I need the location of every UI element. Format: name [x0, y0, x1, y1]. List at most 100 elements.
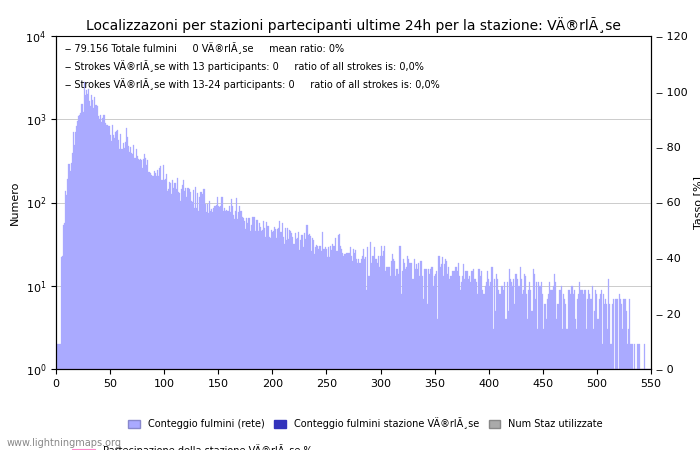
Bar: [124, 148, 125, 450]
Bar: [632, 344, 633, 450]
Bar: [499, 294, 500, 450]
Bar: [355, 250, 356, 450]
Bar: [374, 259, 376, 450]
Bar: [448, 266, 449, 450]
Bar: [628, 329, 629, 450]
Bar: [604, 304, 605, 450]
Bar: [304, 233, 305, 450]
Legend: Partecipazione della stazione VÄ®rlÃ¸se %: Partecipazione della stazione VÄ®rlÃ¸se …: [74, 444, 312, 450]
Bar: [59, 344, 60, 450]
Bar: [152, 176, 153, 450]
Bar: [475, 279, 476, 450]
Bar: [515, 274, 517, 450]
Bar: [291, 233, 293, 450]
Bar: [153, 176, 154, 450]
Bar: [133, 145, 134, 450]
Bar: [323, 248, 325, 450]
Bar: [269, 237, 270, 450]
Bar: [305, 239, 307, 450]
Bar: [557, 304, 559, 450]
Bar: [113, 135, 114, 450]
Bar: [353, 248, 354, 450]
Bar: [258, 230, 259, 450]
Bar: [311, 251, 312, 450]
Bar: [211, 209, 212, 450]
Bar: [384, 246, 386, 450]
Bar: [570, 294, 571, 450]
Bar: [75, 132, 76, 450]
Bar: [606, 304, 607, 450]
Bar: [500, 294, 501, 450]
Bar: [510, 279, 511, 450]
Bar: [614, 369, 615, 450]
Bar: [67, 179, 69, 450]
Bar: [105, 123, 106, 450]
Bar: [642, 369, 643, 450]
Bar: [170, 183, 172, 450]
Bar: [156, 176, 157, 450]
Bar: [89, 101, 90, 450]
Bar: [118, 140, 119, 450]
Bar: [593, 329, 594, 450]
Bar: [274, 227, 275, 450]
Bar: [318, 248, 319, 450]
Bar: [351, 256, 352, 450]
Bar: [601, 289, 602, 450]
Bar: [552, 289, 553, 450]
Bar: [445, 259, 446, 450]
Bar: [178, 194, 180, 450]
Bar: [620, 299, 622, 450]
Bar: [69, 171, 71, 450]
Bar: [618, 369, 619, 450]
Bar: [446, 261, 447, 450]
Bar: [198, 212, 200, 450]
Bar: [125, 142, 126, 450]
Bar: [270, 238, 271, 450]
Bar: [281, 223, 283, 450]
Bar: [344, 254, 345, 450]
Bar: [539, 286, 540, 450]
Bar: [563, 294, 564, 450]
Bar: [60, 344, 61, 450]
Bar: [610, 344, 612, 450]
Bar: [455, 266, 456, 450]
Bar: [206, 212, 207, 450]
Bar: [65, 191, 66, 450]
Bar: [107, 125, 108, 450]
Bar: [354, 252, 355, 450]
Bar: [160, 166, 162, 450]
Bar: [609, 304, 610, 450]
Bar: [619, 294, 620, 450]
Bar: [636, 369, 638, 450]
Bar: [265, 237, 267, 450]
Bar: [468, 279, 469, 450]
Bar: [279, 221, 281, 450]
Bar: [617, 299, 618, 450]
Bar: [321, 232, 323, 450]
Bar: [633, 369, 634, 450]
Bar: [349, 252, 350, 450]
Bar: [631, 344, 632, 450]
Bar: [250, 230, 251, 450]
Bar: [369, 276, 370, 450]
Bar: [483, 294, 484, 450]
Bar: [434, 276, 435, 450]
Bar: [106, 125, 107, 450]
Bar: [328, 247, 329, 450]
Bar: [529, 282, 531, 450]
Bar: [259, 224, 260, 450]
Bar: [489, 286, 490, 450]
Bar: [276, 238, 277, 450]
Bar: [567, 329, 568, 450]
Bar: [496, 274, 497, 450]
Bar: [573, 294, 574, 450]
Bar: [485, 286, 486, 450]
Bar: [63, 225, 64, 450]
Bar: [612, 299, 614, 450]
Bar: [244, 221, 245, 450]
Bar: [76, 126, 77, 450]
Bar: [444, 265, 445, 450]
Bar: [157, 170, 158, 450]
Bar: [592, 286, 593, 450]
Bar: [336, 251, 337, 450]
